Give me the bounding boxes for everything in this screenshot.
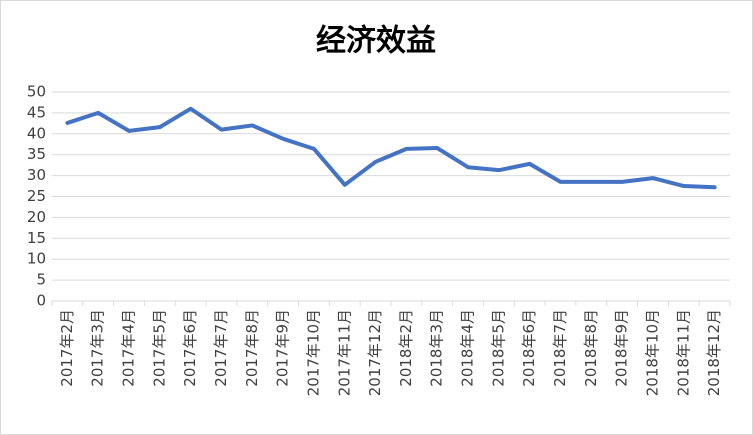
x-tick-label: 2018年2月 (397, 309, 415, 387)
y-tick-label: 0 (36, 292, 46, 310)
x-tick-label: 2017年10月 (304, 309, 322, 396)
x-tick-label: 2018年9月 (613, 309, 631, 387)
x-tick-label: 2018年11月 (674, 309, 692, 396)
x-tick-label: 2018年10月 (643, 309, 661, 396)
y-tick-label: 30 (27, 166, 46, 184)
y-tick-label: 50 (27, 83, 46, 101)
x-tick-label: 2017年12月 (366, 309, 384, 396)
line-series (65, 106, 717, 190)
chart-title: 经济效益 (316, 24, 436, 59)
y-tick-label: 45 (27, 103, 46, 121)
x-tick-label: 2017年6月 (181, 309, 199, 387)
x-tick-label: 2017年4月 (120, 309, 138, 387)
x-tick-label: 2018年4月 (459, 309, 477, 387)
y-tick-label: 10 (27, 250, 46, 268)
x-tick-label: 2017年3月 (89, 309, 107, 387)
x-tick-label: 2017年11月 (335, 309, 353, 396)
x-tick-label: 2017年2月 (58, 309, 76, 387)
x-tick-label: 2018年12月 (705, 309, 723, 396)
y-tick-label: 40 (27, 124, 46, 142)
x-tick-label: 2018年3月 (428, 309, 446, 387)
x-tick-label: 2017年7月 (212, 309, 230, 387)
x-tick-label: 2018年7月 (551, 309, 569, 387)
y-tick-label: 25 (27, 187, 46, 205)
x-tick-label: 2018年5月 (489, 309, 507, 387)
y-tick-label: 5 (36, 271, 46, 289)
y-tick-label: 15 (27, 229, 46, 247)
x-tick-label: 2017年8月 (243, 309, 261, 387)
y-tick-label: 20 (27, 208, 46, 226)
y-tick-label: 35 (27, 145, 46, 163)
x-tick-label: 2017年9月 (274, 309, 292, 387)
x-tick-label: 2018年8月 (582, 309, 600, 387)
x-tick-label: 2017年5月 (150, 309, 168, 387)
x-tick-label: 2018年6月 (520, 309, 538, 387)
